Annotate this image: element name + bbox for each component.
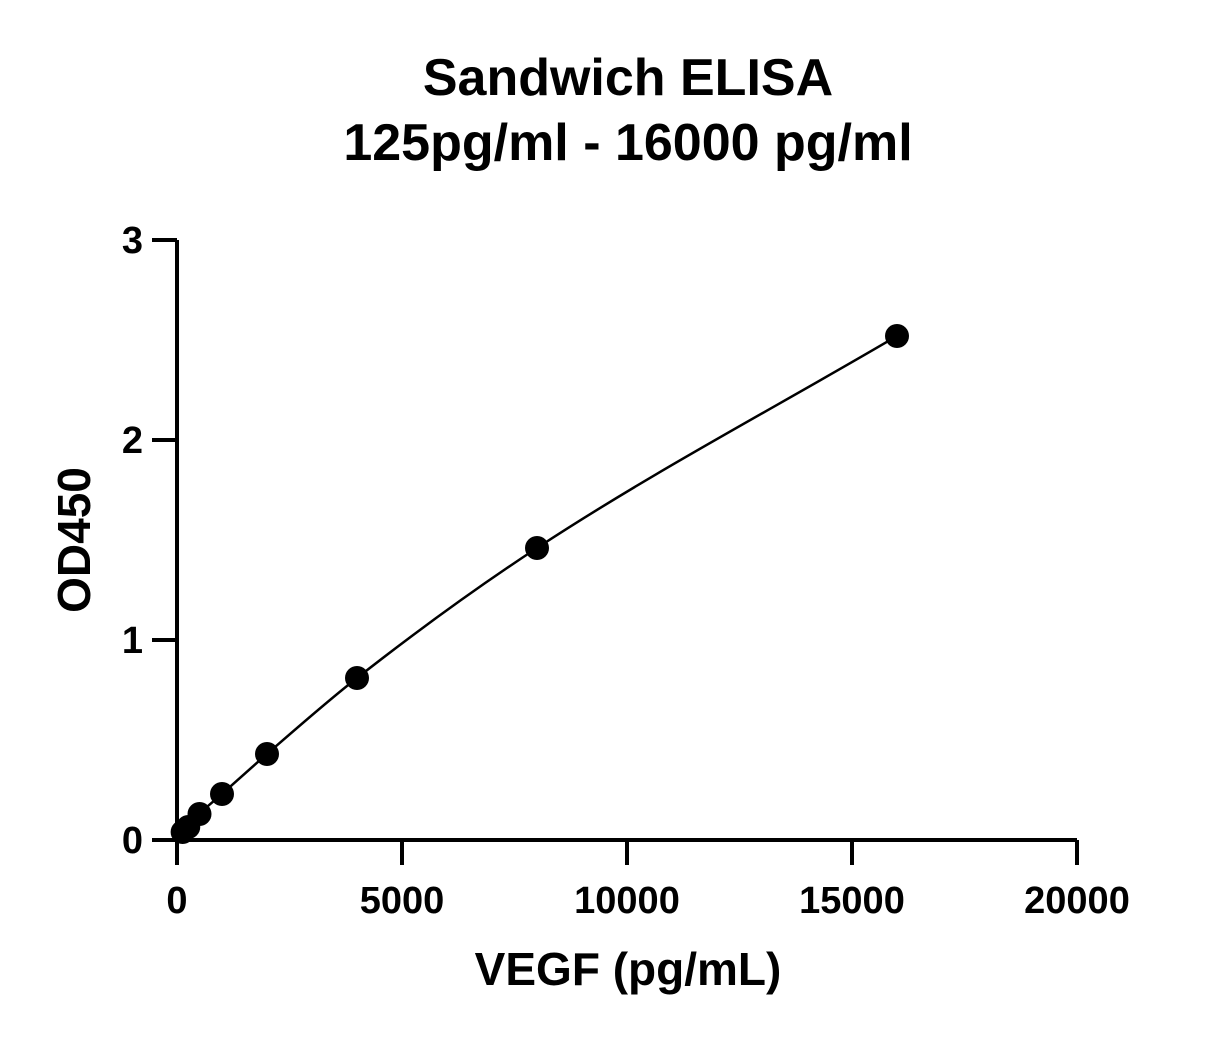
chart-title-line-2: 125pg/ml - 16000 pg/ml	[343, 114, 912, 172]
x-axis-label: VEGF (pg/mL)	[475, 943, 782, 995]
data-point	[255, 742, 279, 766]
fit-curve	[176, 334, 898, 839]
y-tick-label: 1	[122, 620, 143, 662]
x-tick-label: 20000	[1024, 880, 1130, 922]
data-point	[525, 536, 549, 560]
x-tick-label: 15000	[799, 880, 905, 922]
data-point	[210, 782, 234, 806]
data-point	[345, 666, 369, 690]
y-tick-label: 0	[122, 820, 143, 862]
y-axis: 0 1 2 3	[122, 220, 179, 862]
fit-curve-group	[176, 334, 898, 839]
x-tick-label: 10000	[574, 880, 680, 922]
y-tick-label: 3	[122, 220, 143, 262]
x-tick-label: 5000	[360, 880, 445, 922]
x-tick-label: 0	[166, 880, 187, 922]
data-point	[187, 802, 212, 826]
y-axis-label: OD450	[48, 467, 100, 613]
plot-area: 0 1 2 3 0 5000 10000 15000 20000	[122, 220, 1130, 922]
x-axis: 0 5000 10000 15000 20000	[166, 838, 1130, 922]
data-points-group	[170, 324, 909, 844]
data-point	[885, 324, 909, 348]
chart-title-line-1: Sandwich ELISA	[423, 49, 833, 107]
y-tick-label: 2	[122, 420, 143, 462]
